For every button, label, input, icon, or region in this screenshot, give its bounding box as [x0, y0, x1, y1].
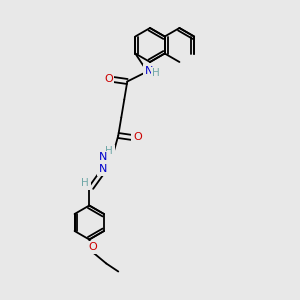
- Text: H: H: [81, 178, 89, 188]
- Text: O: O: [133, 133, 142, 142]
- Text: N: N: [99, 164, 107, 175]
- Text: H: H: [105, 146, 113, 157]
- Text: N: N: [145, 65, 154, 76]
- Text: O: O: [88, 242, 97, 253]
- Text: N: N: [99, 152, 107, 163]
- Text: H: H: [152, 68, 160, 79]
- Text: O: O: [104, 74, 113, 85]
